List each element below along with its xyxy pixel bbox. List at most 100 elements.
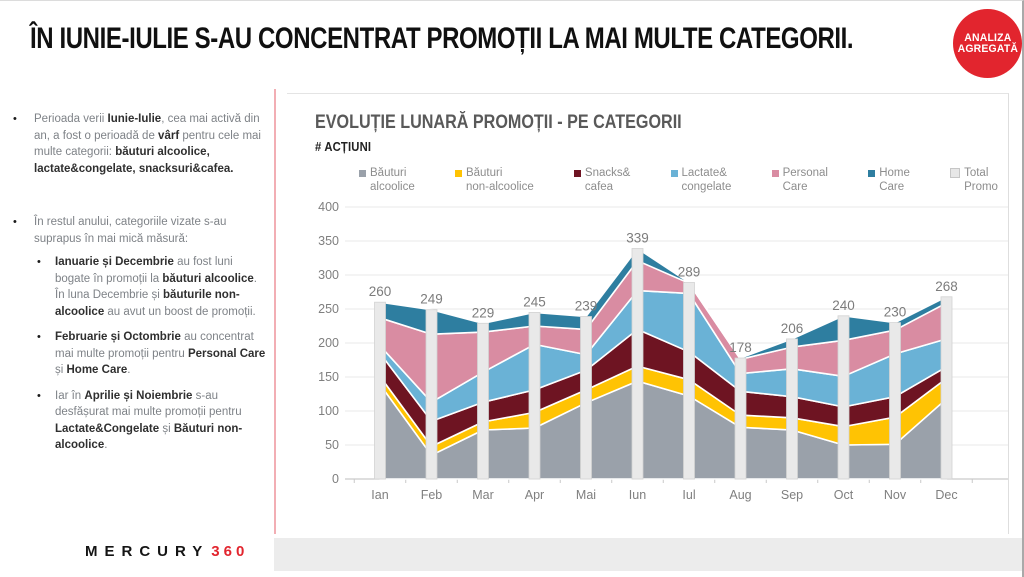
bullet-text: .: [104, 439, 108, 451]
logo-brand: MERCURY: [85, 543, 210, 560]
legend-swatch-icon: [868, 170, 876, 177]
bar-value-label: 339: [626, 231, 649, 246]
bullet-text: și: [55, 364, 67, 376]
bullet-marker: •: [37, 331, 41, 343]
x-axis-label: Feb: [421, 488, 443, 502]
legend-item-home-care: Home Care: [868, 167, 910, 194]
legend-label: Băuturi non-alcoolice: [465, 167, 534, 193]
y-axis-label: 300: [318, 268, 339, 282]
bar-value-label: 289: [678, 265, 701, 280]
legend-item-b-uturi-alcoolice: Băuturi alcoolice: [359, 167, 415, 194]
chart-legend: Băuturi alcoolice Băuturi non-alcoolice Sn…: [359, 167, 998, 194]
chart-title: EVOLUȚIE LUNARĂ PROMOȚII - PE CATEGORII: [315, 112, 682, 133]
bullet-text: . În luna Decembrie și: [55, 272, 257, 302]
legend-label: Lactate& congelate: [681, 167, 732, 193]
bar-value-label: 240: [832, 298, 855, 313]
bullet-text: .: [127, 364, 131, 376]
legend-swatch-icon: [454, 170, 462, 177]
footer-logo: MERCURY 360: [85, 543, 248, 560]
total-promo-bar: [786, 338, 798, 480]
y-axis-label: 50: [325, 438, 339, 452]
bar-value-label: 230: [884, 305, 907, 320]
legend-label: Total Promo: [964, 167, 998, 193]
bullet-text-bold: băuturi alcoolice, lactate&congelate, sn…: [34, 146, 234, 175]
bullet-marker: •: [37, 256, 41, 268]
total-promo-bar: [734, 357, 747, 480]
legend-swatch-icon: [573, 170, 581, 177]
bullet-text-bold: Home Care: [66, 364, 128, 376]
legend-item-lactate-congelate: Lactate& congelate: [670, 167, 732, 194]
bullet-text-bold: Februarie și Octombrie: [55, 331, 181, 343]
x-axis-label: Dec: [935, 488, 957, 502]
slide-title: ÎN IUNIE-IULIE S-AU CONCENTRAT PROMOȚII …: [30, 22, 854, 55]
bullet-marker: •: [13, 216, 17, 228]
legend-label: Snacks& cafea: [584, 167, 631, 193]
legend-item-total-promo: Total Promo: [950, 167, 998, 194]
promo-stacked-area-chart: 0 50 100 150 200 250 300 350 400 260 249 229 245 239 3…: [315, 197, 1010, 512]
bullet-text: au concentrat mai multe promoții pentru: [55, 331, 254, 360]
logo-suffix: 360: [211, 543, 249, 560]
total-promo-bar: [425, 309, 438, 480]
bullet-item: • Ianuarie și Decembrie au fost luni boga…: [36, 254, 266, 320]
bullet-marker: •: [13, 113, 17, 125]
total-promo-bar: [374, 301, 386, 480]
bullet-text-bold: Iunie-Iulie: [107, 113, 162, 125]
bullet-text-bold: Aprilie și Noiembrie: [84, 389, 193, 402]
bullet-marker: •: [37, 389, 41, 402]
y-axis-label: 0: [332, 472, 339, 486]
bullet-text: pentru cele mai multe categorii:: [34, 129, 261, 159]
total-promo-bar: [528, 312, 541, 480]
bullet-text: au fost luni bogate în promoții la: [55, 256, 233, 285]
legend-swatch-icon: [771, 170, 779, 177]
bullet-text: s-au desfășurat mai multe promoții pentr…: [55, 389, 242, 419]
total-promo-bar: [683, 282, 695, 480]
bullet-text-bold: Ianuarie și Decembrie: [55, 256, 174, 268]
x-axis-label: Aug: [729, 488, 751, 502]
bar-value-label: 229: [472, 305, 495, 320]
chart-subtitle: # ACȚIUNI: [315, 140, 372, 154]
y-axis-label: 200: [318, 336, 339, 350]
chart-card: EVOLUȚIE LUNARĂ PROMOȚII - PE CATEGORII …: [287, 93, 1009, 534]
bullet-item: • Perioada verii Iunie-Iulie, cea mai act…: [10, 111, 266, 177]
bullet-text-bold: Băuturi non-alcoolice: [55, 422, 243, 452]
bullet-text: Iar în: [55, 389, 85, 402]
legend-item-personal-care: Personal Care: [771, 167, 828, 194]
bar-value-label: 249: [420, 292, 443, 307]
legend-label: Băuturi alcoolice: [370, 167, 415, 193]
bullet-text-bold: Lactate&Congelate: [55, 422, 160, 435]
total-promo-bar: [940, 296, 953, 480]
bullet-item: • Iar în Aprilie și Noiembrie s-au desfăș…: [36, 388, 266, 454]
y-axis-label: 100: [318, 404, 339, 418]
footer-strip: [274, 538, 1022, 571]
legend-item-snacks-cafea: Snacks& cafea: [573, 167, 631, 194]
legend-label: Personal Care: [782, 167, 828, 193]
bullet-text-bold: băuturi alcoolice: [162, 272, 254, 285]
x-axis-label: Ian: [371, 488, 388, 502]
x-axis-label: Mai: [576, 488, 596, 502]
y-axis-label: 350: [318, 234, 339, 248]
sidebar-divider: [274, 89, 276, 534]
total-promo-bar: [477, 322, 489, 480]
badge-line-2: AGREGATĂ: [957, 42, 1018, 55]
bullet-text-bold: băuturile non-alcoolice: [55, 289, 240, 318]
legend-swatch-icon: [359, 170, 366, 177]
x-axis-label: Oct: [834, 488, 854, 502]
y-axis-label: 250: [318, 302, 339, 316]
bullet-text-bold: Personal Care: [187, 347, 266, 360]
total-promo-bar: [631, 248, 644, 480]
x-axis-label: Sep: [781, 488, 803, 502]
analysis-badge: ANALIZA AGREGATĂ: [953, 9, 1022, 78]
x-axis-label: Nov: [884, 488, 907, 502]
bar-value-label: 239: [575, 299, 598, 314]
bullet-text: , cea mai activă din an, a fost o perioa…: [34, 113, 260, 142]
bullet-text: au avut un boost de promoții.: [104, 305, 256, 318]
x-axis-label: Apr: [525, 488, 544, 502]
total-promo-bar: [837, 315, 850, 480]
total-promo-bar: [580, 316, 592, 480]
bullet-text: Perioada verii: [34, 113, 108, 125]
bar-value-label: 206: [781, 321, 804, 336]
total-promo-bar: [889, 322, 901, 480]
x-axis-label: Mar: [472, 488, 494, 502]
x-axis-label: Iun: [629, 488, 646, 502]
badge-line-1: ANALIZA: [963, 31, 1012, 44]
